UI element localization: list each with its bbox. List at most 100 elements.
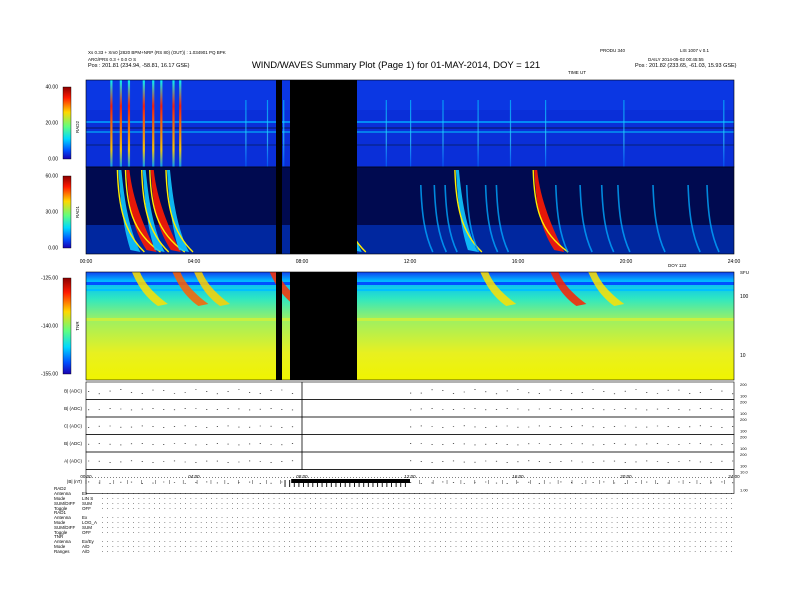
rad2-mode-value: Ex [82,491,88,496]
tnr-burst [480,272,517,306]
rad2-mode-value: OFF [82,506,91,511]
rad1-burst [167,170,189,252]
rad1-burst-edge [124,169,161,253]
rad2-colorbar [62,86,72,160]
tnr-burst [172,272,209,306]
rad1-mode-key: Toggle [54,530,68,535]
rad1-mode-key: SUM/DIFF [54,525,76,530]
ytick-label: 0.00 [48,157,58,163]
tnr-mode-dots [102,551,732,552]
rad1-gap-2 [290,167,357,254]
ytick-label: -125.00 [41,276,58,282]
line-panel-label: A| (ADC) [64,458,82,463]
rad1-faint-burst [420,184,434,253]
rad2-mode-header: RAD2 [54,486,67,491]
rad1-burst [150,170,181,252]
rad1-faint-burst [555,184,569,253]
rad1-burst-edge [532,169,569,253]
xtick-label-lower: 16:00 [512,474,524,479]
tnr-mode-value: A/D [82,544,90,549]
xtick-label-lower: 20:00 [620,474,632,479]
tnr-ylabel: TNR [75,321,80,331]
rad2-streak [723,100,725,167]
rad2-streak [179,80,182,167]
ytick-label: 30.00 [45,210,58,216]
line-panel-label: |B| (nT) [67,479,82,484]
rad1-faint-burst [433,184,448,253]
rad1-faint-burst [579,184,593,253]
line-panel-label: C| (ADC) [64,423,83,428]
line-panel-label: B| (ADC) [64,406,82,411]
tnr-mode-value: Ex/Ey [82,539,94,544]
rad2-mode-key: Mode [54,496,66,501]
xtick-label-upper: 08:00 [296,259,309,265]
rad1-gap-1 [276,167,282,254]
xtick-label-lower: 08:00 [296,474,308,479]
rad1-faint-burst [444,184,458,253]
rad1-mode-dots [102,517,732,518]
xtick-label-upper: 16:00 [512,259,525,265]
timing-band [85,479,725,487]
line-panel-trace [88,425,734,428]
tnr-mode-key: Ranges [54,549,70,554]
xtick-label-lower: 12:00 [404,474,416,479]
rad2-gap-2 [290,80,357,167]
line-panel-frame [85,399,735,418]
rad1-panel [85,166,735,255]
tnr-mode-timeline [100,539,734,545]
tnr-mode-dots [102,541,732,542]
rad1-faint-burst [495,184,510,253]
tnr-mode-timeline [100,549,734,555]
header-left-line2: ARG/PRS 0.3 + 0.0 O S [88,57,137,62]
rad2-streak [172,80,175,167]
tnr-band-3 [86,318,734,321]
line-panel-trace [88,481,734,484]
rad2-mode-value: LIN S [82,496,94,501]
rad1-faint-burst [465,184,480,253]
plot-title: WIND/WAVES Summary Plot (Page 1) for 01-… [251,60,541,71]
rad1-faint-burst [600,184,615,253]
tnr-mode-value: A/D [82,549,90,554]
tnr-frame [85,271,735,381]
rad1-mode-key: Mode [54,520,66,525]
rad2-streak [160,80,163,167]
rad1-mode-timeline [100,515,734,521]
rad1-burst [142,170,165,252]
rad2-streak [152,80,155,167]
rad1-burst [455,170,478,252]
ytick-label: -140.00 [41,324,58,330]
tnr-gap-2 [290,272,357,380]
tnr-burst [588,272,625,306]
line-panel-right-tick: 1.00 [740,488,749,493]
rad1-faint-burst [617,184,631,253]
rad2-mode-timeline [100,491,734,497]
line-panel-right-tick: 200 [740,452,747,457]
rad2-streak [442,100,444,167]
rad2-mode-key: Antenna [54,491,71,496]
rad1-mode-timeline [100,525,734,531]
line-panel-right-tick: 200 [740,417,747,422]
rad1-mode-value: Ex [82,515,88,520]
header-right-line3: Pos : 201.82 (233.65, -61.03, 15.93 GSE) [635,63,737,69]
rad2-mode-timeline [100,506,734,512]
line-panel-trace [88,408,734,411]
rad2-streak [142,80,145,167]
line-panel-label: B| (ADC) [64,388,82,393]
rad1-mode-value: OFF [82,530,91,535]
line-panel-frame [85,434,735,453]
tnr-burst [194,272,230,306]
xtick-label-upper: 20:00 [620,259,633,265]
rad1-mode-dots [102,532,732,533]
xtick-label-upper: 12:00 [404,259,417,265]
xtick-label-upper: 24:00 [728,259,741,265]
rad2-streak [245,100,247,167]
line-panel-right-tick: 200 [740,435,747,440]
ytick-label: 60.00 [45,174,58,180]
rad2-mode-dots [102,503,732,504]
rad2-streak [545,100,547,167]
rad2-streak [110,80,113,167]
rad2-mode-timeline [100,501,734,507]
rad1-mode-dots [102,527,732,528]
